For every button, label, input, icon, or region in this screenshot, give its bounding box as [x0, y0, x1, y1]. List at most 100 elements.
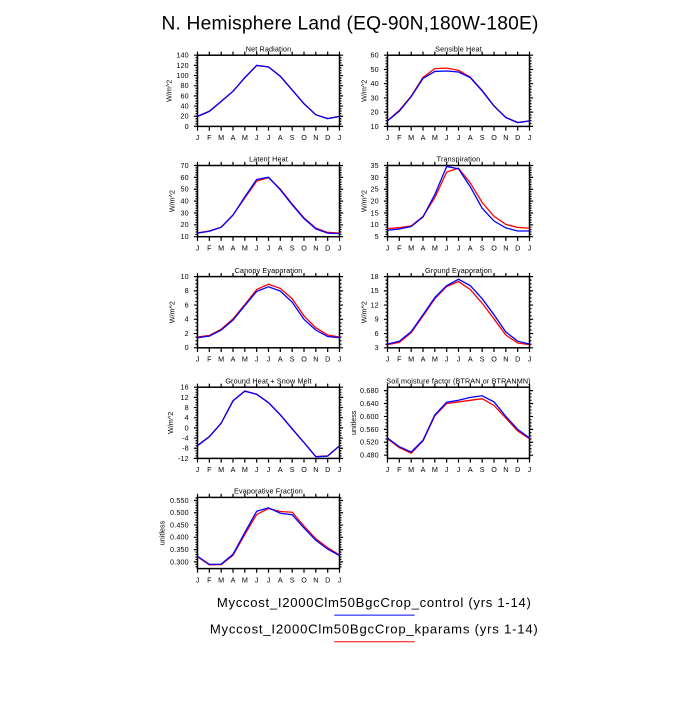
svg-text:O: O — [491, 465, 497, 474]
svg-text:D: D — [515, 355, 520, 364]
svg-text:D: D — [515, 244, 520, 253]
svg-text:30: 30 — [181, 208, 189, 217]
svg-text:A: A — [231, 355, 236, 364]
svg-text:0.450: 0.450 — [170, 520, 189, 529]
svg-text:A: A — [278, 465, 283, 474]
svg-text:Evaporative Fraction: Evaporative Fraction — [234, 487, 303, 496]
svg-text:15: 15 — [371, 286, 379, 295]
svg-text:S: S — [290, 133, 295, 142]
svg-text:W/m^2: W/m^2 — [360, 190, 369, 212]
svg-text:0.680: 0.680 — [360, 386, 379, 395]
svg-text:0: 0 — [185, 423, 189, 432]
svg-text:N: N — [503, 465, 508, 474]
svg-text:J: J — [267, 575, 271, 584]
svg-text:J: J — [457, 465, 461, 474]
svg-text:A: A — [468, 355, 473, 364]
svg-text:S: S — [290, 575, 295, 584]
svg-text:M: M — [432, 244, 438, 253]
svg-text:J: J — [386, 465, 390, 474]
svg-text:12: 12 — [371, 300, 379, 309]
svg-text:0.300: 0.300 — [170, 557, 189, 566]
svg-text:N: N — [503, 244, 508, 253]
svg-text:A: A — [468, 465, 473, 474]
svg-text:16: 16 — [181, 383, 189, 392]
svg-text:N: N — [313, 465, 318, 474]
svg-text:10: 10 — [371, 220, 379, 229]
svg-text:F: F — [397, 355, 402, 364]
svg-text:unitless: unitless — [349, 410, 358, 435]
svg-text:J: J — [255, 355, 259, 364]
svg-text:D: D — [515, 133, 520, 142]
svg-text:J: J — [386, 133, 390, 142]
svg-text:0.560: 0.560 — [360, 425, 379, 434]
svg-text:40: 40 — [181, 197, 189, 206]
svg-text:10: 10 — [181, 272, 189, 281]
svg-text:-8: -8 — [182, 444, 189, 453]
svg-text:10: 10 — [181, 232, 189, 241]
svg-text:D: D — [325, 244, 330, 253]
svg-text:A: A — [231, 575, 236, 584]
svg-text:J: J — [445, 355, 449, 364]
svg-text:O: O — [491, 244, 497, 253]
svg-text:O: O — [491, 133, 497, 142]
svg-text:0.520: 0.520 — [360, 438, 379, 447]
svg-text:12: 12 — [181, 393, 189, 402]
svg-text:J: J — [255, 575, 259, 584]
svg-text:0: 0 — [185, 343, 189, 352]
svg-text:Sensible Heat: Sensible Heat — [435, 44, 482, 53]
svg-text:4: 4 — [185, 413, 189, 422]
svg-text:O: O — [491, 355, 497, 364]
svg-text:A: A — [421, 244, 426, 253]
svg-text:60: 60 — [181, 91, 189, 100]
svg-text:4: 4 — [185, 315, 189, 324]
svg-text:M: M — [408, 244, 414, 253]
svg-text:W/m^2: W/m^2 — [168, 190, 177, 212]
svg-text:N: N — [313, 244, 318, 253]
svg-text:8: 8 — [185, 286, 189, 295]
svg-text:Myccost_I2000Clm50BgcCrop_kpar: Myccost_I2000Clm50BgcCrop_kparams (yrs 1… — [210, 622, 539, 637]
svg-text:A: A — [278, 133, 283, 142]
svg-text:0.350: 0.350 — [170, 545, 189, 554]
svg-text:F: F — [397, 133, 402, 142]
svg-text:J: J — [196, 355, 200, 364]
svg-text:J: J — [386, 244, 390, 253]
svg-text:F: F — [207, 465, 212, 474]
svg-text:5: 5 — [375, 232, 379, 241]
svg-text:A: A — [278, 575, 283, 584]
svg-text:100: 100 — [176, 71, 188, 80]
svg-text:A: A — [231, 465, 236, 474]
svg-text:J: J — [338, 575, 342, 584]
svg-text:N: N — [313, 355, 318, 364]
svg-text:60: 60 — [371, 51, 379, 60]
svg-text:M: M — [218, 465, 224, 474]
svg-text:unitless: unitless — [158, 520, 167, 545]
svg-text:A: A — [231, 244, 236, 253]
svg-text:6: 6 — [185, 300, 189, 309]
svg-text:20: 20 — [181, 220, 189, 229]
svg-text:Soil moisture factor (BTRAN or: Soil moisture factor (BTRAN or BTRANMN) — [386, 376, 530, 385]
svg-text:30: 30 — [371, 173, 379, 182]
svg-text:J: J — [528, 355, 532, 364]
svg-text:J: J — [267, 244, 271, 253]
svg-text:J: J — [445, 244, 449, 253]
svg-text:9: 9 — [375, 315, 379, 324]
svg-text:A: A — [468, 133, 473, 142]
svg-text:J: J — [255, 465, 259, 474]
svg-text:M: M — [242, 355, 248, 364]
svg-text:Transpiration: Transpiration — [437, 155, 481, 164]
svg-text:D: D — [325, 575, 330, 584]
svg-text:20: 20 — [371, 197, 379, 206]
svg-text:F: F — [397, 244, 402, 253]
svg-text:-12: -12 — [178, 454, 189, 463]
svg-text:J: J — [528, 465, 532, 474]
svg-text:M: M — [218, 355, 224, 364]
svg-text:60: 60 — [181, 173, 189, 182]
svg-text:D: D — [325, 355, 330, 364]
svg-text:0.600: 0.600 — [360, 412, 379, 421]
svg-text:S: S — [480, 355, 485, 364]
svg-text:120: 120 — [176, 61, 188, 70]
svg-text:J: J — [528, 244, 532, 253]
svg-text:M: M — [218, 575, 224, 584]
svg-text:W/m^2: W/m^2 — [165, 80, 174, 102]
svg-text:J: J — [196, 465, 200, 474]
